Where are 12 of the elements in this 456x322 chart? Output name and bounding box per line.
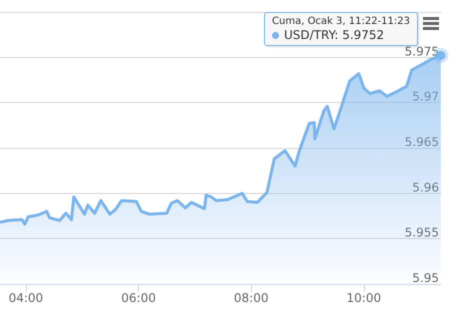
- y-tick-label: 5.95: [412, 271, 439, 285]
- annotation: USD/TRY: 5.9752: [284, 28, 384, 42]
- y-tick-label: 5.965: [404, 135, 439, 149]
- y-tick-label: 5.955: [404, 226, 439, 240]
- x-tick-label: 04:00: [8, 291, 44, 305]
- x-tick-label: 10:00: [346, 291, 382, 305]
- annotation: Cuma, Ocak 3, 11:22-11:23: [272, 16, 410, 27]
- y-tick-label: 5.96: [412, 180, 439, 194]
- y-tick-label: 5.975: [404, 44, 439, 58]
- x-tick-label: 08:00: [234, 291, 268, 305]
- y-tick-label: 5.97: [412, 90, 439, 104]
- x-tick-label: 06:00: [121, 291, 156, 305]
